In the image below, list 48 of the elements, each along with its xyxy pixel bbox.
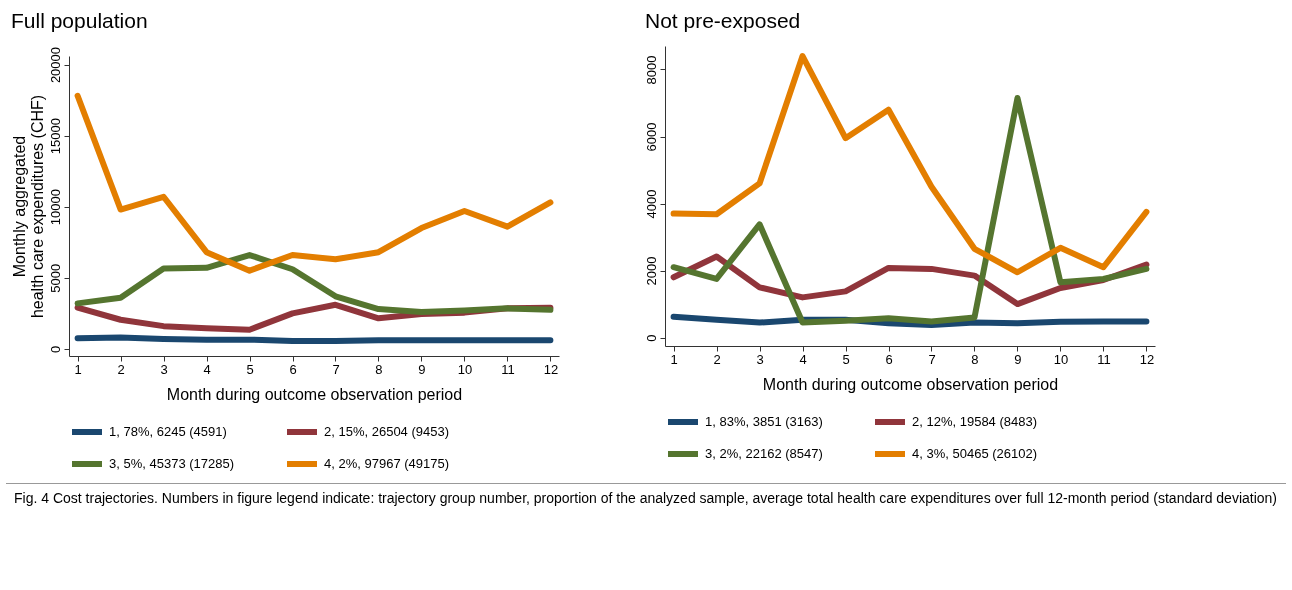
legend-label: 2, 12%, 19584 (8483) — [912, 414, 1038, 429]
y-tick-label: 0 — [47, 345, 63, 354]
x-tick-label: 10 — [457, 361, 473, 377]
chart-title: Full population — [11, 9, 148, 33]
x-axis-title: Month during outcome observation period — [762, 375, 1059, 393]
x-tick-label: 4 — [203, 361, 211, 377]
x-tick-label: 11 — [1097, 351, 1111, 367]
x-tick-label: 8 — [971, 351, 979, 367]
y-tick-label: 6000 — [643, 122, 659, 152]
y-tick-label: 0 — [643, 334, 659, 342]
x-tick-label: 6 — [885, 351, 893, 367]
x-axis-title: Month during outcome observation period — [166, 385, 463, 403]
x-tick-label: 8 — [375, 361, 383, 377]
x-tick-label: 1 — [670, 351, 678, 367]
x-tick-label: 10 — [1053, 351, 1069, 367]
y-tick-label: 10000 — [47, 189, 63, 226]
y-tick-label: 15000 — [47, 118, 63, 155]
y-tick-label: 20000 — [47, 46, 63, 84]
x-tick-label: 5 — [246, 361, 254, 377]
x-tick-label: 12 — [1139, 351, 1155, 367]
x-tick-label: 3 — [160, 361, 168, 377]
x-tick-label: 3 — [756, 351, 764, 367]
x-tick-label: 7 — [332, 361, 340, 377]
x-tick-label: 11 — [501, 361, 515, 377]
y-tick-label: 2000 — [643, 256, 659, 286]
y-tick-label: 5000 — [47, 263, 63, 293]
x-tick-label: 2 — [713, 351, 721, 367]
caption: Fig. 4 Cost trajectories. Numbers in figure legend indicate: trajectory group number, proportion of the analyzed sample, average total health care expenditures over full 12-month period (standard deviation) — [14, 490, 1278, 506]
x-tick-label: 12 — [543, 361, 559, 377]
x-tick-label: 6 — [289, 361, 297, 377]
legend-label: 3, 2%, 22162 (8547) — [705, 446, 823, 461]
legend-label: 1, 83%, 3851 (3163) — [705, 414, 823, 429]
x-tick-label: 1 — [74, 361, 82, 377]
x-tick-label: 5 — [842, 351, 850, 367]
legend-label: 4, 2%, 97967 (49175) — [324, 456, 450, 471]
x-tick-label: 2 — [117, 361, 125, 377]
legend-label: 2, 15%, 26504 (9453) — [324, 424, 450, 439]
legend-label: 1, 78%, 6245 (4591) — [109, 424, 227, 439]
legend-label: 4, 3%, 50465 (26102) — [912, 446, 1038, 461]
x-tick-label: 9 — [1014, 351, 1022, 367]
x-tick-label: 9 — [418, 361, 426, 377]
chart-title: Not pre-exposed — [645, 9, 801, 32]
legend-label: 3, 5%, 45373 (17285) — [109, 456, 235, 471]
y-axis-title: Monthly aggregated health care expenditures (CHF) — [10, 94, 46, 319]
y-tick-label: 8000 — [643, 55, 659, 85]
x-tick-label: 7 — [928, 351, 936, 367]
x-tick-label: 4 — [799, 351, 807, 367]
y-tick-label: 4000 — [643, 189, 659, 219]
